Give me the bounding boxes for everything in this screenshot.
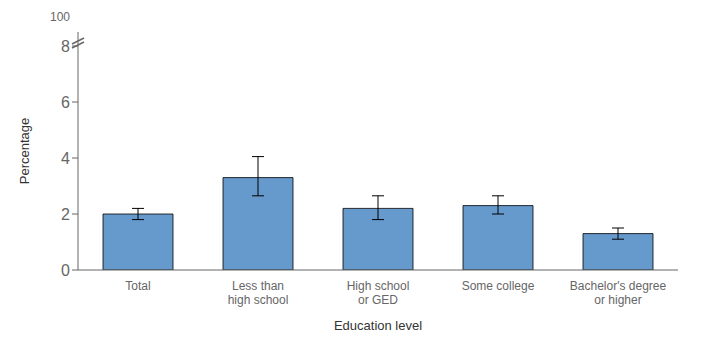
- html-text:100: 100: [50, 10, 70, 24]
- svg-text:8: 8: [61, 38, 70, 55]
- svg-text:High schoolor GED: High schoolor GED: [347, 279, 410, 307]
- svg-text:Some college: Some college: [462, 279, 535, 293]
- svg-text:Total: Total: [125, 279, 150, 293]
- svg-text:Less thanhigh school: Less thanhigh school: [228, 279, 289, 307]
- svg-text:0: 0: [61, 262, 70, 279]
- svg-text:2: 2: [61, 206, 70, 223]
- svg-text:Education level: Education level: [334, 318, 422, 333]
- svg-text:Bachelor's degreeor higher: Bachelor's degreeor higher: [570, 279, 667, 307]
- svg-text:Percentage: Percentage: [17, 118, 32, 185]
- svg-text:6: 6: [61, 94, 70, 111]
- svg-text:4: 4: [61, 150, 70, 167]
